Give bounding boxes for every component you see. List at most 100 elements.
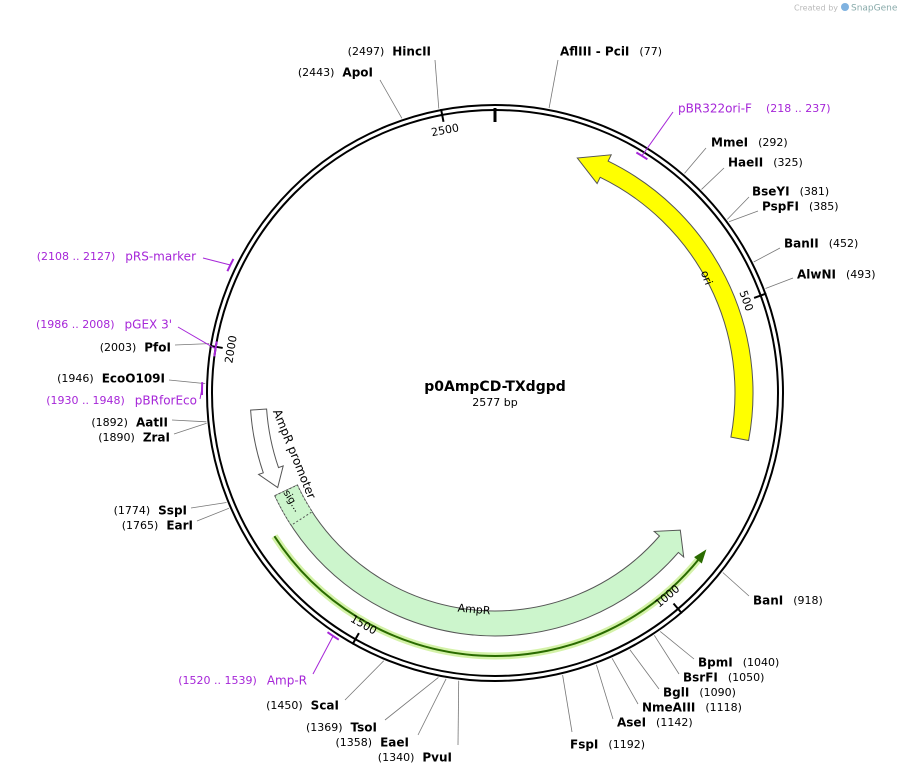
site-leader bbox=[728, 210, 759, 223]
site-leader bbox=[173, 422, 207, 435]
primer-leader bbox=[199, 388, 203, 400]
feature-label: ori bbox=[698, 269, 715, 287]
backbone-outer bbox=[206, 104, 784, 682]
site-name: AatII bbox=[136, 416, 168, 430]
site-position: (452) bbox=[829, 237, 859, 250]
site-leader bbox=[611, 658, 639, 705]
primer-name: pGEX 3' bbox=[125, 318, 172, 332]
primer-leader bbox=[641, 111, 674, 157]
site-position: (1890) bbox=[98, 431, 135, 444]
primer-range: (1520 .. 1539) bbox=[178, 674, 257, 687]
site-name: BsrFI bbox=[683, 671, 718, 685]
site-position: (1892) bbox=[91, 416, 128, 429]
site-name: EaeI bbox=[380, 736, 409, 750]
site-leader bbox=[417, 678, 447, 736]
site-name: BpmI bbox=[698, 656, 733, 670]
site-position: (385) bbox=[809, 200, 839, 213]
tick-label: 1500 bbox=[348, 612, 379, 637]
site-leader bbox=[765, 277, 794, 289]
site-position: (1118) bbox=[705, 701, 742, 714]
site-leader bbox=[174, 343, 210, 346]
primer-leader bbox=[177, 326, 216, 350]
site-leader bbox=[753, 247, 781, 263]
ampr-cds-line bbox=[273, 535, 701, 657]
primer-mark bbox=[635, 151, 648, 161]
site-position: (1050) bbox=[728, 671, 765, 684]
site-name: ApoI bbox=[342, 66, 373, 80]
primer-leader bbox=[312, 635, 334, 675]
primer-name: pRS-marker bbox=[125, 250, 196, 264]
tick-mark bbox=[440, 108, 445, 123]
site-name: FspI bbox=[570, 738, 598, 752]
site-leader bbox=[629, 649, 660, 690]
tick-label: 2000 bbox=[222, 334, 239, 364]
site-position: (77) bbox=[639, 45, 662, 58]
site-leader bbox=[457, 680, 460, 746]
site-leader bbox=[684, 147, 707, 174]
site-leader bbox=[171, 419, 207, 423]
site-name: SspI bbox=[158, 504, 187, 518]
site-leader bbox=[384, 677, 439, 721]
site-leader bbox=[727, 196, 750, 220]
primer-range: (2108 .. 2127) bbox=[37, 250, 116, 263]
site-position: (1358) bbox=[336, 736, 373, 749]
site-leader bbox=[653, 635, 680, 675]
site-name: AlwNI bbox=[797, 268, 836, 282]
site-name: MmeI bbox=[711, 136, 748, 150]
site-name: AflIII - PciI bbox=[560, 45, 629, 59]
site-leader bbox=[196, 507, 230, 522]
site-leader bbox=[434, 59, 440, 109]
site-position: (1090) bbox=[699, 686, 736, 699]
site-position: (2443) bbox=[298, 66, 335, 79]
site-position: (1450) bbox=[266, 699, 303, 712]
primer-leader bbox=[202, 257, 231, 266]
site-name: BanI bbox=[753, 594, 783, 608]
primer-range: (218 .. 237) bbox=[766, 102, 831, 115]
site-name: TsoI bbox=[351, 721, 377, 735]
site-name: HaeII bbox=[728, 156, 763, 170]
sig-feature bbox=[274, 484, 313, 526]
brand-icon bbox=[841, 3, 849, 11]
tick-mark bbox=[672, 602, 683, 615]
credit: Created by bbox=[794, 4, 838, 13]
site-position: (1765) bbox=[122, 519, 159, 532]
site-leader bbox=[596, 664, 614, 720]
site-leader bbox=[562, 674, 573, 733]
site-name: EarI bbox=[166, 519, 193, 533]
site-leader bbox=[190, 502, 227, 509]
plasmid-name: p0AmpCD-TXdgpd bbox=[424, 379, 566, 395]
plasmid-length: 2577 bp bbox=[472, 396, 517, 409]
site-position: (1040) bbox=[743, 656, 780, 669]
site-position: (1774) bbox=[114, 504, 151, 517]
site-position: (381) bbox=[800, 185, 830, 198]
site-leader bbox=[722, 572, 750, 597]
site-position: (325) bbox=[773, 156, 803, 169]
site-position: (918) bbox=[793, 594, 823, 607]
site-leader bbox=[701, 167, 725, 190]
site-name: PvuI bbox=[422, 751, 452, 765]
site-name: BanII bbox=[784, 237, 819, 251]
site-name: EcoO109I bbox=[102, 372, 165, 386]
site-position: (1946) bbox=[57, 372, 94, 385]
site-name: PspFI bbox=[762, 200, 799, 214]
site-leader bbox=[659, 631, 695, 660]
site-leader bbox=[344, 660, 384, 701]
site-position: (1142) bbox=[656, 716, 693, 729]
site-position: (493) bbox=[846, 268, 876, 281]
tick-mark bbox=[351, 632, 360, 645]
site-position: (1369) bbox=[306, 721, 343, 734]
site-name: NmeAIII bbox=[642, 701, 695, 715]
site-name: ScaI bbox=[311, 699, 339, 713]
site-leader bbox=[379, 79, 403, 119]
primer-name: Amp-R bbox=[267, 674, 307, 688]
feature-label: AmpR bbox=[457, 602, 491, 618]
primer-range: (1930 .. 1948) bbox=[46, 394, 125, 407]
site-name: BglI bbox=[663, 686, 689, 700]
site-position: (2497) bbox=[348, 45, 385, 58]
ori-feature bbox=[576, 154, 754, 442]
primer-mark bbox=[226, 258, 235, 272]
primer-name: pBRforEco bbox=[135, 394, 197, 408]
primer-range: (1986 .. 2008) bbox=[36, 318, 115, 331]
site-position: (1340) bbox=[378, 751, 415, 764]
